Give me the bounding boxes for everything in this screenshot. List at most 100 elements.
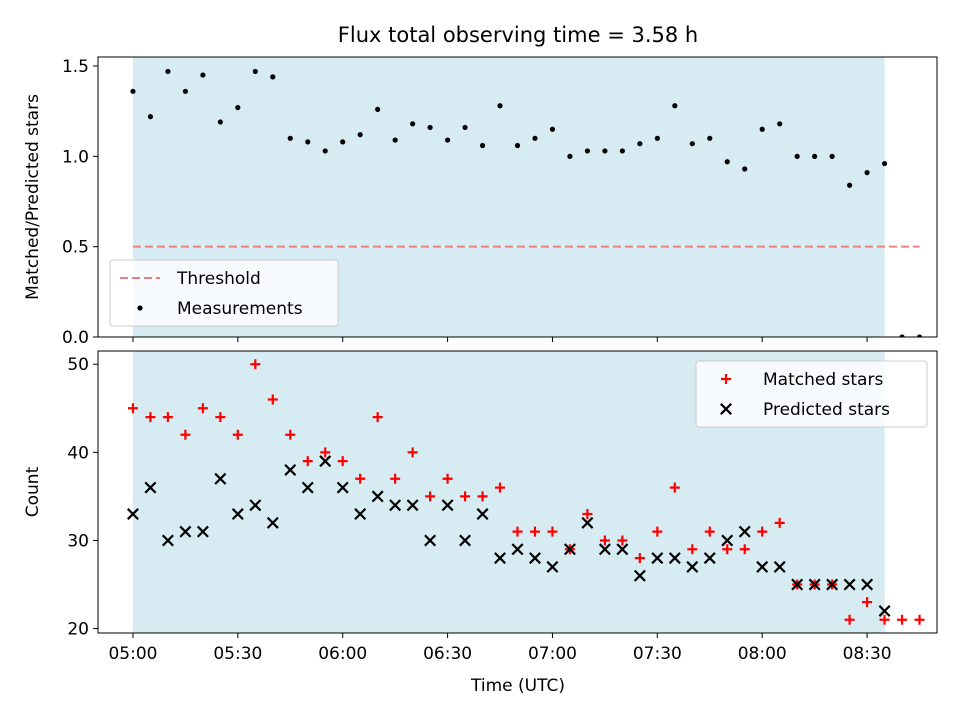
predicted-stars-point — [371, 490, 384, 503]
matched-stars-point — [634, 553, 645, 564]
predicted-stars-point — [721, 534, 734, 547]
predicted-stars-point — [266, 516, 279, 529]
predicted-stars-point — [773, 560, 786, 573]
measurements-point — [410, 121, 416, 127]
measurements-point — [322, 148, 328, 154]
predicted-stars-point — [459, 534, 472, 547]
y-tick-label: 0.0 — [62, 328, 89, 348]
predicted-stars-point — [494, 552, 506, 565]
measurements-point — [654, 135, 660, 141]
predicted-stars-point — [301, 481, 314, 494]
measurements-point — [200, 72, 206, 78]
predicted-stars-point — [441, 499, 454, 512]
measurements-point — [602, 148, 608, 154]
matched-stars-point — [425, 491, 436, 502]
measurements-point — [812, 153, 818, 159]
legend-marker — [720, 403, 732, 415]
measurements-point — [217, 119, 223, 125]
measurements-point — [479, 142, 486, 149]
measurements-point — [864, 170, 870, 176]
y-tick-label: 30 — [67, 531, 89, 551]
predicted-stars-point — [249, 499, 262, 512]
predicted-stars-point — [161, 534, 174, 547]
axes-frame — [97, 56, 938, 338]
measurements-point — [672, 103, 678, 109]
x-tick-label: 07:00 — [528, 644, 577, 664]
matched-stars-point — [547, 526, 558, 537]
matched-stars-point — [617, 535, 628, 546]
matched-stars-point — [460, 491, 471, 502]
matched-stars-point — [739, 544, 750, 555]
y-tick-label: 50 — [67, 355, 89, 375]
matched-stars-point — [320, 447, 331, 458]
measurements-point — [462, 124, 468, 131]
predicted-stars-point — [231, 508, 244, 521]
matched-stars-point — [145, 412, 156, 423]
matched-stars-point — [355, 473, 366, 484]
matched-stars-point — [862, 597, 873, 608]
measurements-point — [777, 121, 783, 127]
predicted-stars-point — [144, 481, 157, 494]
y-tick-label: 1.0 — [62, 147, 89, 167]
predicted-stars-point — [878, 604, 891, 617]
legend-label: Predicted stars — [763, 400, 890, 420]
predicted-stars-point — [336, 481, 349, 494]
measurements-point — [235, 104, 241, 111]
measurements-point — [707, 135, 713, 141]
legend-label: Matched stars — [763, 370, 883, 390]
measurements-point — [130, 88, 136, 94]
measurements-point — [829, 153, 835, 159]
y-axis-label: Count — [23, 466, 43, 517]
predicted-stars-point — [319, 455, 332, 468]
predicted-stars-point — [546, 560, 559, 573]
measurements-point — [252, 68, 258, 75]
matched-stars-point — [844, 614, 855, 625]
measurements-point — [375, 106, 381, 112]
predicted-stars-point — [476, 508, 489, 521]
measurements-point — [567, 153, 573, 159]
legend-label: Threshold — [176, 269, 261, 289]
legend: Threshold Measurements — [109, 259, 339, 327]
matched-stars-point — [669, 482, 680, 493]
matched-stars-point — [215, 412, 226, 423]
predicted-stars-point — [808, 578, 821, 591]
matched-stars-point — [390, 473, 401, 484]
measurements-point — [794, 153, 800, 159]
matched-stars-point — [162, 412, 173, 423]
y-axis-label: Matched/Predicted stars — [23, 94, 43, 300]
matched-stars-point — [512, 526, 523, 537]
measurements-point — [899, 334, 905, 337]
predicted-stars-point — [633, 569, 646, 582]
measurements-point — [305, 139, 311, 145]
matched-stars-point — [267, 394, 278, 405]
matched-stars-point — [495, 482, 506, 493]
matched-stars-point — [897, 614, 908, 625]
predicted-stars-point — [651, 552, 664, 565]
measurements-point — [619, 148, 625, 154]
predicted-stars-point — [126, 508, 139, 521]
data-points — [126, 359, 925, 625]
matched-stars-point — [285, 429, 296, 440]
x-tick-label: 08:00 — [738, 644, 787, 664]
y-tick-label: 1.5 — [62, 57, 89, 77]
measurements-point — [742, 166, 748, 172]
matched-stars-point — [722, 544, 733, 555]
measurements-point — [270, 74, 276, 80]
measurements-point — [147, 114, 154, 120]
predicted-stars-point — [686, 560, 699, 573]
matched-stars-point — [477, 491, 488, 502]
x-tick-label: 08:30 — [843, 644, 892, 664]
matched-stars-point — [599, 535, 610, 546]
measurements-point — [584, 148, 591, 154]
measurements-point — [724, 159, 730, 165]
legend-marker — [137, 305, 143, 311]
y-tick-label: 40 — [67, 443, 89, 463]
predicted-stars-point — [214, 472, 227, 485]
predicted-stars-point — [406, 499, 419, 512]
predicted-stars-point — [354, 508, 367, 521]
predicted-stars-point — [598, 543, 611, 556]
predicted-stars-point — [616, 543, 629, 556]
predicted-stars-point — [196, 525, 209, 538]
matched-stars-point — [197, 403, 208, 414]
